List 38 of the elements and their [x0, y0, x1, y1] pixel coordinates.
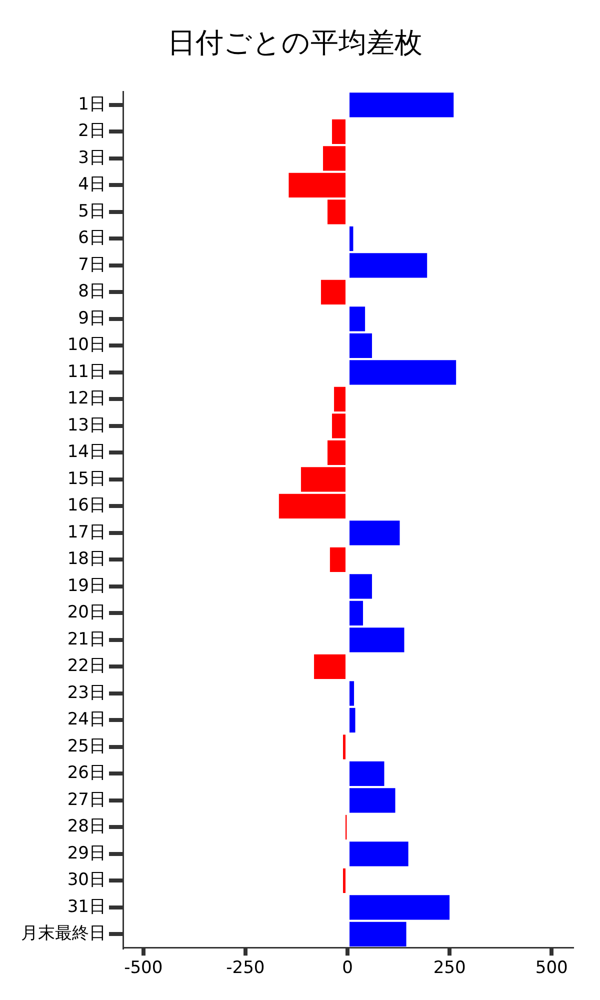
- y-tick-label: 15日: [67, 468, 106, 489]
- y-tick-label: 11日: [67, 362, 106, 382]
- y-tick-label: 24日: [67, 710, 106, 730]
- y-tick-label: 3日: [78, 148, 106, 168]
- y-tick-label: 14日: [67, 442, 106, 462]
- y-tick-label: 25日: [67, 736, 106, 756]
- y-tick-label: 8日: [78, 282, 106, 302]
- y-tick-label: 1日: [78, 94, 106, 114]
- y-tick-label: 30日: [67, 870, 106, 890]
- y-tick-label: 28日: [67, 816, 106, 837]
- y-tick-label: 23日: [67, 682, 106, 703]
- y-tick-label: 4日: [78, 174, 106, 195]
- y-tick-label: 12日: [67, 388, 106, 409]
- y-tick-label: 19日: [67, 576, 106, 596]
- y-tick-label: 17日: [67, 522, 106, 542]
- y-tick-label: 9日: [78, 308, 106, 328]
- chart-title: 日付ごとの平均差枚: [168, 26, 422, 60]
- y-tick-label: 月末最終日: [21, 924, 106, 944]
- x-tick-label: -250: [226, 958, 265, 978]
- y-tick-label: 6日: [78, 228, 106, 248]
- y-tick-label: 20日: [67, 602, 106, 623]
- y-tick-label: 18日: [67, 549, 106, 570]
- x-tick-label: 0: [342, 958, 353, 978]
- y-tick-label: 31日: [67, 896, 106, 917]
- y-tick-label: 26日: [67, 763, 106, 784]
- x-tick-label: 500: [535, 958, 568, 978]
- y-tick-label: 7日: [78, 254, 106, 275]
- x-tick-label: -500: [124, 958, 163, 978]
- y-tick-label: 22日: [67, 656, 106, 676]
- y-tick-label: 10日: [67, 335, 106, 356]
- y-tick-label: 27日: [67, 790, 106, 810]
- y-tick-label: 16日: [67, 496, 106, 516]
- y-tick-label: 29日: [67, 843, 106, 864]
- y-tick-label: 21日: [67, 629, 106, 650]
- y-tick-label: 13日: [67, 415, 106, 436]
- x-tick-label: 250: [433, 958, 466, 978]
- y-tick-label: 2日: [78, 121, 106, 142]
- y-tick-label: 5日: [78, 201, 106, 222]
